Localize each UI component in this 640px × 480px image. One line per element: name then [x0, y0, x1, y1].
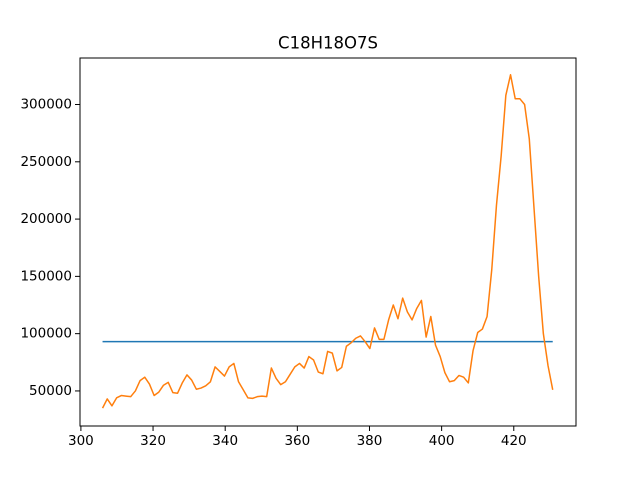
- y-tick-label: 150000: [20, 268, 72, 284]
- y-tick-label: 300000: [20, 97, 72, 113]
- plot-frame: [79, 57, 577, 427]
- y-tick-label: 200000: [20, 211, 72, 227]
- x-tick-label: 420: [501, 433, 527, 449]
- x-tick-label: 300: [68, 433, 94, 449]
- y-tick-label: 250000: [20, 154, 72, 170]
- y-tick-label: 50000: [29, 383, 72, 399]
- data-line: [101, 73, 554, 409]
- x-tick-label: 380: [357, 433, 383, 449]
- chart-title: C18H18O7S: [278, 34, 378, 53]
- y-tick-label: 100000: [20, 326, 72, 342]
- x-tick-label: 340: [212, 433, 238, 449]
- x-tick-label: 400: [429, 433, 455, 449]
- x-tick-label: 320: [140, 433, 166, 449]
- x-tick-label: 360: [284, 433, 310, 449]
